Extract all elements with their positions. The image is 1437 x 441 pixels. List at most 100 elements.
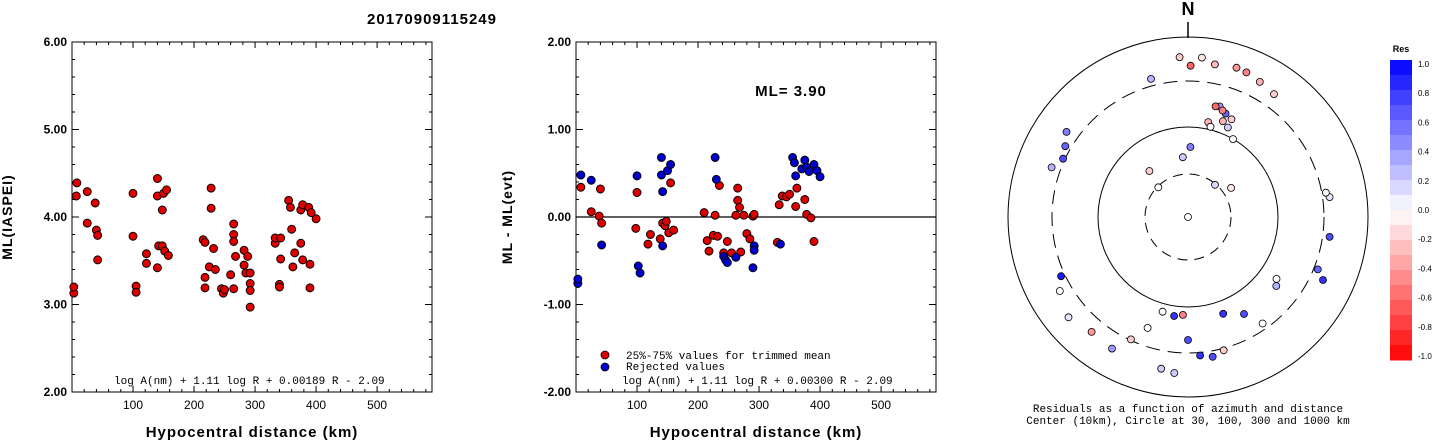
residual-point	[1145, 167, 1154, 175]
panel-azimuth-distance: N Residuals as a function of azimuth and…	[1007, 0, 1369, 428]
legend-marker-trimmed	[600, 350, 610, 360]
data-point	[792, 183, 802, 193]
residual-point	[1108, 344, 1116, 353]
residual-point	[1127, 335, 1135, 344]
y-tick-label: 6.00	[44, 35, 68, 49]
data-point	[229, 284, 239, 294]
colorbar-cell	[1390, 120, 1412, 136]
data-point	[791, 202, 801, 211]
data-point	[731, 210, 741, 220]
panel-ml-iaspei: 100 200 300 400 500 2.00 3.00 4.00 5.00 6.00 log …	[0, 35, 433, 441]
data-point	[702, 236, 712, 246]
residual-point	[1224, 123, 1232, 132]
circle-30km	[1144, 173, 1232, 261]
data-point	[586, 175, 596, 185]
formula-text: log A(nm) + 1.11 log R + 0.00189 R - 2.0…	[114, 376, 385, 388]
data-point	[710, 210, 720, 220]
residual-point	[1061, 142, 1070, 151]
y-tick-label: 0.00	[548, 210, 572, 224]
residual-point	[1218, 106, 1227, 115]
data-point	[661, 216, 671, 226]
data-point	[93, 255, 103, 265]
residual-point	[1179, 310, 1187, 319]
caption-line-1: Residuals as a function of azimuth and d…	[1033, 404, 1343, 416]
data-point	[645, 230, 655, 239]
colorbar-cell	[1390, 90, 1412, 106]
data-point	[163, 251, 173, 260]
data-point	[576, 182, 586, 192]
residual-point	[1211, 60, 1219, 69]
colorbar-tick-label: 0.8	[1418, 89, 1430, 98]
y-axis-label: ML(IASPEI)	[0, 174, 15, 259]
data-point	[311, 214, 321, 224]
data-point	[245, 286, 255, 295]
residual-point	[1211, 102, 1220, 111]
data-point	[298, 255, 308, 265]
colorbar-cell	[1390, 345, 1412, 361]
residual-point	[1154, 183, 1163, 192]
panel-ml-residual: 100 200 300 400 500 -2.00 -1.00 0.00 1.00 2.00 ML…	[499, 35, 937, 441]
colorbar-tick-label: 0.0	[1418, 206, 1430, 215]
x-tick-label: 400	[306, 398, 326, 412]
data-point	[774, 200, 784, 210]
data-point	[200, 283, 210, 293]
data-point	[296, 238, 306, 248]
residual-point	[1184, 336, 1192, 344]
colorbar: Res 1.0 0.8 0.6 0.4 0.2 0.0 -0.2 -0.4 -0.6 -0.8 -1…	[1390, 44, 1432, 361]
data-point	[669, 225, 679, 235]
colorbar-tick-label: 0.2	[1418, 177, 1430, 186]
colorbar-cell	[1390, 300, 1412, 316]
colorbar-cell	[1390, 270, 1412, 286]
x-tick-label: 300	[749, 398, 769, 412]
colorbar-tick-label: 0.6	[1418, 118, 1430, 127]
colorbar-tick-label: -0.6	[1418, 294, 1432, 303]
data-point	[157, 205, 167, 215]
y-tick-label: 1.00	[548, 123, 572, 137]
data-point	[152, 174, 162, 183]
data-point	[722, 237, 732, 246]
residual-point	[1227, 115, 1236, 124]
x-tick-label: 500	[871, 398, 891, 412]
data-point	[226, 270, 236, 280]
data-point	[229, 237, 239, 246]
data-point	[206, 183, 216, 193]
residual-point	[1186, 61, 1195, 70]
colorbar-cell	[1390, 195, 1412, 211]
circle-300km	[1051, 80, 1325, 354]
residual-point	[1258, 319, 1267, 328]
residual-point	[1184, 213, 1192, 221]
y-tick-label: 3.00	[44, 298, 68, 312]
data-point	[141, 249, 151, 259]
colorbar-cell	[1390, 330, 1412, 346]
residual-point	[1047, 163, 1056, 172]
data-point	[735, 202, 744, 212]
colorbar-tick-label: 1.0	[1418, 60, 1430, 69]
legend-marker-rejected	[600, 362, 610, 372]
residual-point	[1272, 274, 1281, 283]
data-point	[576, 170, 586, 180]
y-tick-label: 4.00	[44, 210, 68, 224]
residual-point	[1064, 313, 1073, 322]
data-point	[239, 260, 249, 270]
data-point	[276, 254, 286, 264]
colorbar-cell	[1390, 210, 1412, 226]
data-point	[711, 174, 721, 184]
residual-point	[1242, 68, 1251, 77]
colorbar-cell	[1390, 165, 1412, 181]
residual-point	[1270, 90, 1278, 98]
data-point	[276, 233, 286, 243]
x-tick-label: 200	[688, 398, 708, 412]
colorbar-cell	[1390, 255, 1412, 271]
residual-point	[1087, 327, 1096, 336]
residual-point	[1219, 117, 1227, 126]
residual-point	[1198, 53, 1206, 62]
data-point	[243, 251, 253, 261]
y-tick-label: 2.00	[44, 385, 68, 399]
circle-1000km	[1007, 36, 1369, 398]
colorbar-cell	[1390, 315, 1412, 331]
data-point	[815, 172, 825, 182]
colorbar-cell	[1390, 150, 1412, 166]
data-point	[275, 282, 284, 292]
x-tick-label: 200	[184, 398, 204, 412]
data-point	[597, 240, 607, 250]
